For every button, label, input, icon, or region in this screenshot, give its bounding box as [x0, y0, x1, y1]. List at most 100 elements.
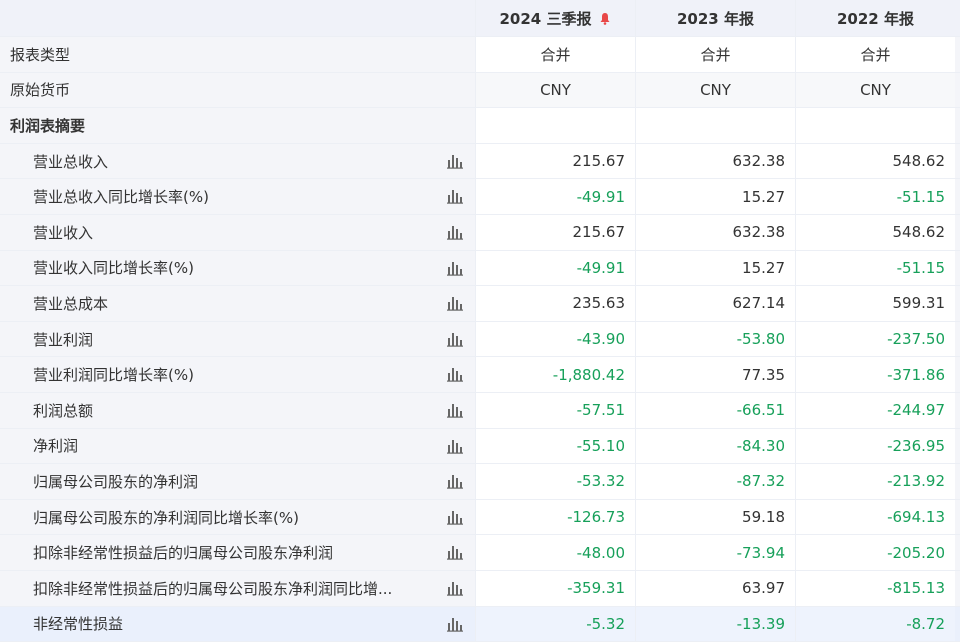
value-cell: -87.32: [635, 464, 795, 500]
value-cell: -53.32: [475, 464, 635, 500]
cell-text: 235.63: [572, 294, 626, 313]
row-edge: [955, 571, 960, 607]
row-edge: [955, 606, 960, 643]
value-cell: -48.00: [475, 535, 635, 571]
chart-icon[interactable]: [447, 188, 463, 205]
row-label: 归属母公司股东的净利润同比增长率(%): [0, 499, 475, 536]
value-cell: 632.38: [635, 215, 795, 251]
row-label: 营业总收入: [0, 143, 475, 180]
value-cell: -43.90: [475, 321, 635, 358]
cell-text: 2022 年报: [837, 9, 914, 28]
chart-icon[interactable]: [447, 473, 463, 489]
cell-text: 营业总收入同比增长率(%): [33, 188, 209, 207]
value-cell: 63.97: [635, 571, 795, 607]
row-label: 归属母公司股东的净利润: [0, 464, 475, 500]
cell-text: 632.38: [732, 152, 786, 171]
row-edge: [955, 464, 960, 500]
row-edge: [955, 143, 960, 180]
row-label: 扣除非经常性损益后的归属母公司股东净利润: [0, 535, 475, 571]
cell-text: -237.50: [887, 330, 945, 349]
cell-text: -51.15: [896, 187, 945, 206]
row-edge: [955, 393, 960, 429]
value-cell: -359.31: [475, 571, 635, 607]
chart-icon[interactable]: [447, 580, 463, 596]
cell-text: -66.51: [736, 401, 785, 420]
cell-text: 报表类型: [10, 45, 71, 64]
value-cell: -66.51: [635, 393, 795, 429]
cell-text: -53.80: [736, 330, 785, 349]
chart-icon[interactable]: [447, 509, 463, 525]
value-cell: -236.95: [795, 428, 955, 465]
cell-text: -73.94: [736, 543, 785, 562]
column-header: 2024 三季报: [475, 0, 635, 37]
section-title: 利润表摘要: [0, 108, 475, 144]
cell-text: 2024 三季报: [499, 9, 592, 28]
chart-icon[interactable]: [447, 544, 463, 561]
chart-icon[interactable]: [447, 153, 463, 169]
value-cell: -73.94: [635, 535, 795, 571]
value-cell: -84.30: [635, 428, 795, 465]
cell-text: 632.38: [732, 223, 786, 242]
row-label: 净利润: [0, 428, 475, 465]
chart-icon[interactable]: [447, 260, 463, 276]
cell-text: -55.10: [576, 436, 625, 455]
value-cell: -371.86: [795, 357, 955, 393]
cell-text: -213.92: [887, 472, 945, 491]
cell-text: 548.62: [892, 223, 946, 242]
cell-text: CNY: [860, 80, 891, 99]
column-header: 2023 年报: [635, 0, 795, 37]
column-header: 2022 年报: [795, 0, 955, 37]
value-cell: 77.35: [635, 357, 795, 393]
cell-text: 2023 年报: [677, 9, 754, 28]
alert-bell[interactable]: [599, 12, 611, 25]
chart-icon[interactable]: [447, 616, 463, 632]
chart-icon[interactable]: [447, 295, 463, 311]
value-cell: -1,880.42: [475, 357, 635, 393]
value-cell: 548.62: [795, 215, 955, 251]
value-cell: -53.80: [635, 321, 795, 358]
chart-icon[interactable]: [447, 366, 463, 383]
cell-text: 归属母公司股东的净利润同比增长率(%): [33, 508, 299, 527]
chart-icon[interactable]: [447, 402, 463, 418]
empty-cell: [475, 108, 635, 144]
value-cell: 632.38: [635, 143, 795, 180]
value-cell: 59.18: [635, 499, 795, 536]
chart-icon[interactable]: [447, 331, 463, 347]
cell-text: -53.32: [576, 472, 625, 491]
value-cell: -57.51: [475, 393, 635, 429]
row-edge: [955, 179, 960, 215]
value-cell: -51.15: [795, 179, 955, 215]
value-cell: 235.63: [475, 286, 635, 322]
row-label: 扣除非经常性损益后的归属母公司股东净利润同比增...: [0, 571, 475, 607]
empty-cell: [795, 108, 955, 144]
row-edge: [955, 357, 960, 393]
value-cell: -55.10: [475, 428, 635, 465]
value-cell: -51.15: [795, 250, 955, 287]
value-cell: 215.67: [475, 143, 635, 180]
cell-text: 合并: [700, 45, 731, 64]
cell-text: -815.13: [887, 579, 945, 598]
chart-icon[interactable]: [447, 438, 463, 454]
row-label: 原始货币: [0, 72, 475, 109]
cell-text: CNY: [700, 80, 731, 99]
cell-text: 15.27: [742, 187, 785, 206]
meta-cell: 合并: [635, 37, 795, 73]
chart-icon[interactable]: [447, 224, 463, 240]
cell-text: 合并: [540, 45, 571, 64]
cell-text: -8.72: [906, 614, 945, 633]
cell-text: -51.15: [896, 258, 945, 277]
cell-text: 营业总收入: [33, 152, 109, 171]
cell-text: 原始货币: [10, 81, 71, 100]
cell-text: -244.97: [887, 401, 945, 420]
empty-cell: [635, 108, 795, 144]
cell-text: 利润总额: [33, 401, 94, 420]
value-cell: -126.73: [475, 499, 635, 536]
cell-text: 营业收入同比增长率(%): [33, 259, 194, 278]
cell-text: 营业总成本: [33, 294, 109, 313]
meta-cell: CNY: [475, 72, 635, 109]
cell-text: -5.32: [586, 614, 625, 633]
row-edge: [955, 286, 960, 322]
value-cell: -49.91: [475, 179, 635, 215]
cell-text: 215.67: [572, 152, 626, 171]
